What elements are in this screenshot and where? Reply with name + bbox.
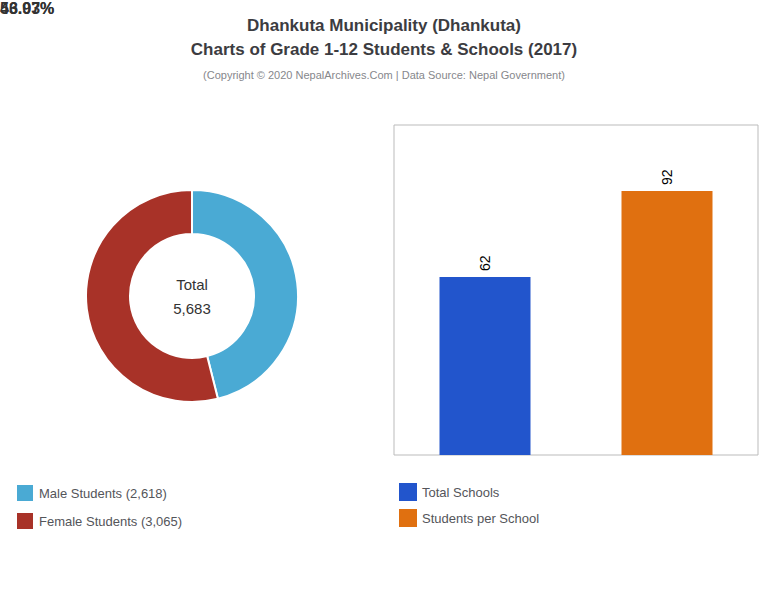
svg-text:Male Students (2,618): Male Students (2,618) <box>39 486 167 501</box>
svg-text:46.07%: 46.07% <box>0 0 54 17</box>
svg-text:Female Students (3,065): Female Students (3,065) <box>39 514 182 529</box>
svg-text:Total: Total <box>176 276 208 293</box>
svg-text:62: 62 <box>477 255 493 271</box>
svg-text:Students per School: Students per School <box>422 511 539 526</box>
svg-text:Charts of Grade 1-12 Students: Charts of Grade 1-12 Students & Schools … <box>191 40 577 59</box>
svg-text:5,683: 5,683 <box>173 300 211 317</box>
svg-text:(Copyright © 2020 NepalArchive: (Copyright © 2020 NepalArchives.Com | Da… <box>203 69 565 81</box>
svg-text:Dhankuta Municipality (Dhankut: Dhankuta Municipality (Dhankuta) <box>247 16 521 35</box>
svg-text:92: 92 <box>659 169 675 185</box>
svg-text:Total Schools: Total Schools <box>422 485 500 500</box>
svg-text:53.93%: 53.93% <box>0 0 54 17</box>
